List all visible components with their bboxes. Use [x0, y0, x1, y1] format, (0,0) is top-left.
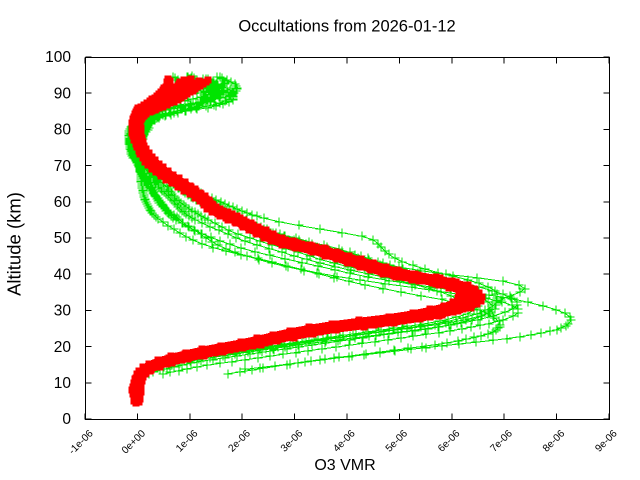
svg-text:O3 VMR: O3 VMR [314, 457, 375, 474]
svg-text:90: 90 [54, 85, 72, 102]
svg-text:Occultations from 2026-01-12: Occultations from 2026-01-12 [238, 18, 455, 36]
svg-text:Altitude (km): Altitude (km) [4, 192, 25, 296]
svg-text:70: 70 [54, 158, 72, 175]
svg-text:50: 50 [54, 230, 72, 247]
svg-text:0: 0 [62, 411, 71, 428]
svg-text:20: 20 [54, 339, 72, 356]
svg-text:100: 100 [45, 49, 71, 66]
svg-text:30: 30 [54, 303, 72, 320]
svg-text:80: 80 [54, 122, 72, 139]
svg-text:10: 10 [54, 375, 72, 392]
svg-text:60: 60 [54, 194, 72, 211]
svg-text:40: 40 [54, 266, 72, 283]
